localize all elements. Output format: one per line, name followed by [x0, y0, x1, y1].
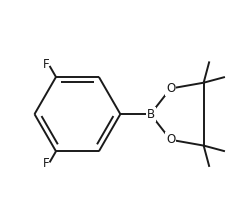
Text: O: O: [166, 82, 175, 95]
Text: F: F: [43, 58, 50, 71]
Text: O: O: [166, 133, 175, 146]
Text: F: F: [43, 157, 50, 170]
Text: B: B: [146, 108, 154, 121]
